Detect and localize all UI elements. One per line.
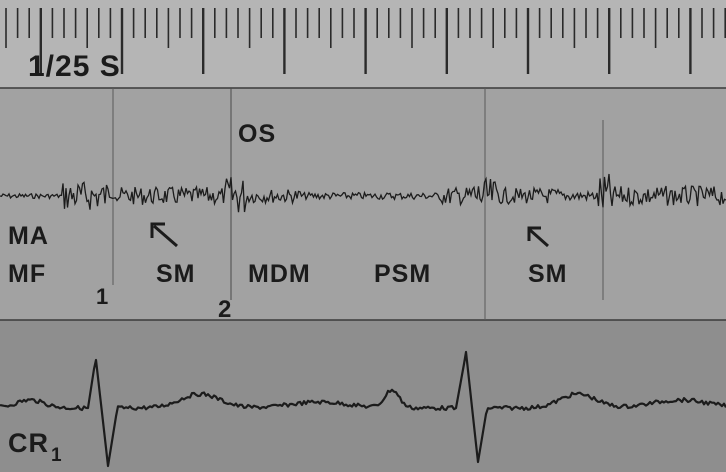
label-psm: PSM (374, 260, 432, 288)
label-sm-first: SM (156, 260, 196, 288)
carotid-pulse-band (0, 320, 726, 472)
label-mdm: MDM (248, 260, 311, 288)
label-os: OS (238, 120, 277, 148)
heart-sound-marker-2: 2 (218, 296, 233, 323)
carotid-label-text: CR (8, 428, 49, 458)
label-ma: MA (8, 222, 49, 250)
heart-sound-marker-1: 1 (96, 284, 110, 309)
carotid-pulse-trace (0, 350, 726, 468)
phonocardiogram-trace (0, 173, 726, 213)
time-scale-label: 1/25 S (28, 50, 121, 83)
time-scale-ruler (5, 8, 726, 74)
phonocardiogram-band (0, 88, 726, 320)
carotid-label-subscript: 1 (51, 445, 63, 466)
sm-arrow-first (150, 222, 178, 248)
label-mf: MF (8, 260, 47, 288)
label-carotid: CR 1 (8, 428, 63, 466)
sm-arrow-second (527, 226, 549, 248)
label-sm-second: SM (528, 260, 568, 288)
